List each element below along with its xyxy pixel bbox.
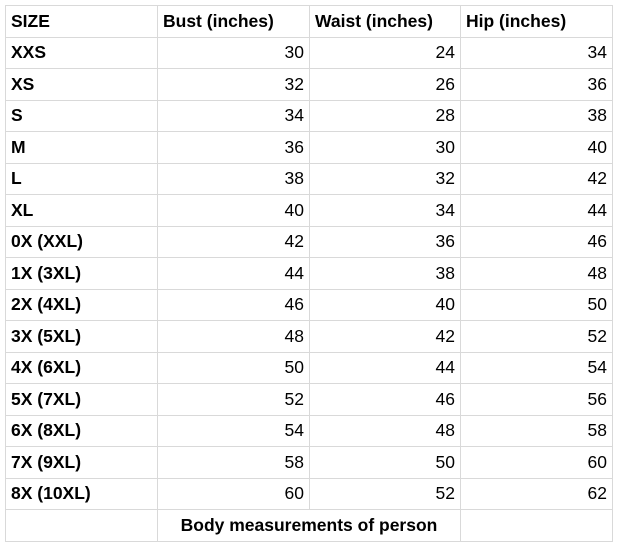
cell-hip: 46 bbox=[460, 225, 613, 258]
cell-hip: 52 bbox=[460, 320, 613, 353]
cell-waist: 26 bbox=[309, 68, 461, 101]
cell-waist: 38 bbox=[309, 257, 461, 290]
table-row: 1X (3XL) 44 38 48 bbox=[5, 257, 613, 290]
table-caption: Body measurements of person bbox=[157, 509, 461, 542]
footer-empty bbox=[5, 509, 158, 542]
cell-size: 1X (3XL) bbox=[5, 257, 158, 290]
cell-bust: 46 bbox=[157, 288, 310, 321]
cell-size: 7X (9XL) bbox=[5, 446, 158, 479]
table-row: 8X (10XL) 60 52 62 bbox=[5, 477, 613, 510]
cell-size: 5X (7XL) bbox=[5, 383, 158, 416]
cell-size: 0X (XXL) bbox=[5, 225, 158, 258]
size-chart-table: SIZE Bust (inches) Waist (inches) Hip (i… bbox=[5, 5, 613, 542]
cell-waist: 32 bbox=[309, 162, 461, 195]
cell-hip: 48 bbox=[460, 257, 613, 290]
cell-bust: 54 bbox=[157, 414, 310, 447]
cell-waist: 42 bbox=[309, 320, 461, 353]
cell-bust: 52 bbox=[157, 383, 310, 416]
cell-size: XS bbox=[5, 68, 158, 101]
cell-size: XXS bbox=[5, 36, 158, 69]
table-row: S 34 28 38 bbox=[5, 99, 613, 132]
table-row: 7X (9XL) 58 50 60 bbox=[5, 446, 613, 479]
cell-hip: 38 bbox=[460, 99, 613, 132]
footer-empty bbox=[460, 509, 613, 542]
header-waist: Waist (inches) bbox=[309, 5, 461, 38]
cell-waist: 48 bbox=[309, 414, 461, 447]
cell-hip: 60 bbox=[460, 446, 613, 479]
cell-hip: 42 bbox=[460, 162, 613, 195]
cell-waist: 46 bbox=[309, 383, 461, 416]
table-row: 2X (4XL) 46 40 50 bbox=[5, 288, 613, 321]
cell-waist: 36 bbox=[309, 225, 461, 258]
cell-waist: 44 bbox=[309, 351, 461, 384]
table-row: 3X (5XL) 48 42 52 bbox=[5, 320, 613, 353]
cell-size: S bbox=[5, 99, 158, 132]
cell-bust: 44 bbox=[157, 257, 310, 290]
cell-bust: 38 bbox=[157, 162, 310, 195]
cell-bust: 36 bbox=[157, 131, 310, 164]
cell-hip: 34 bbox=[460, 36, 613, 69]
cell-waist: 24 bbox=[309, 36, 461, 69]
table-row: 0X (XXL) 42 36 46 bbox=[5, 225, 613, 258]
cell-bust: 34 bbox=[157, 99, 310, 132]
cell-waist: 34 bbox=[309, 194, 461, 227]
table-row: 6X (8XL) 54 48 58 bbox=[5, 414, 613, 447]
cell-hip: 54 bbox=[460, 351, 613, 384]
table-row: L 38 32 42 bbox=[5, 162, 613, 195]
cell-waist: 52 bbox=[309, 477, 461, 510]
cell-size: 3X (5XL) bbox=[5, 320, 158, 353]
cell-size: 4X (6XL) bbox=[5, 351, 158, 384]
table-row: XL 40 34 44 bbox=[5, 194, 613, 227]
cell-bust: 48 bbox=[157, 320, 310, 353]
cell-bust: 42 bbox=[157, 225, 310, 258]
cell-bust: 58 bbox=[157, 446, 310, 479]
cell-bust: 60 bbox=[157, 477, 310, 510]
cell-size: XL bbox=[5, 194, 158, 227]
cell-size: M bbox=[5, 131, 158, 164]
cell-size: 8X (10XL) bbox=[5, 477, 158, 510]
cell-bust: 30 bbox=[157, 36, 310, 69]
cell-waist: 30 bbox=[309, 131, 461, 164]
cell-size: 2X (4XL) bbox=[5, 288, 158, 321]
cell-hip: 36 bbox=[460, 68, 613, 101]
header-hip: Hip (inches) bbox=[460, 5, 613, 38]
cell-size: L bbox=[5, 162, 158, 195]
cell-hip: 62 bbox=[460, 477, 613, 510]
table-row: M 36 30 40 bbox=[5, 131, 613, 164]
cell-bust: 40 bbox=[157, 194, 310, 227]
cell-hip: 50 bbox=[460, 288, 613, 321]
cell-waist: 40 bbox=[309, 288, 461, 321]
cell-hip: 56 bbox=[460, 383, 613, 416]
cell-size: 6X (8XL) bbox=[5, 414, 158, 447]
table-row: 5X (7XL) 52 46 56 bbox=[5, 383, 613, 416]
cell-waist: 50 bbox=[309, 446, 461, 479]
cell-bust: 32 bbox=[157, 68, 310, 101]
header-bust: Bust (inches) bbox=[157, 5, 310, 38]
cell-hip: 40 bbox=[460, 131, 613, 164]
cell-hip: 58 bbox=[460, 414, 613, 447]
footer-row: Body measurements of person bbox=[5, 509, 613, 542]
cell-waist: 28 bbox=[309, 99, 461, 132]
table-row: 4X (6XL) 50 44 54 bbox=[5, 351, 613, 384]
cell-bust: 50 bbox=[157, 351, 310, 384]
table-row: XXS 30 24 34 bbox=[5, 36, 613, 69]
table-row: XS 32 26 36 bbox=[5, 68, 613, 101]
header-row: SIZE Bust (inches) Waist (inches) Hip (i… bbox=[5, 5, 613, 38]
cell-hip: 44 bbox=[460, 194, 613, 227]
header-size: SIZE bbox=[5, 5, 158, 38]
